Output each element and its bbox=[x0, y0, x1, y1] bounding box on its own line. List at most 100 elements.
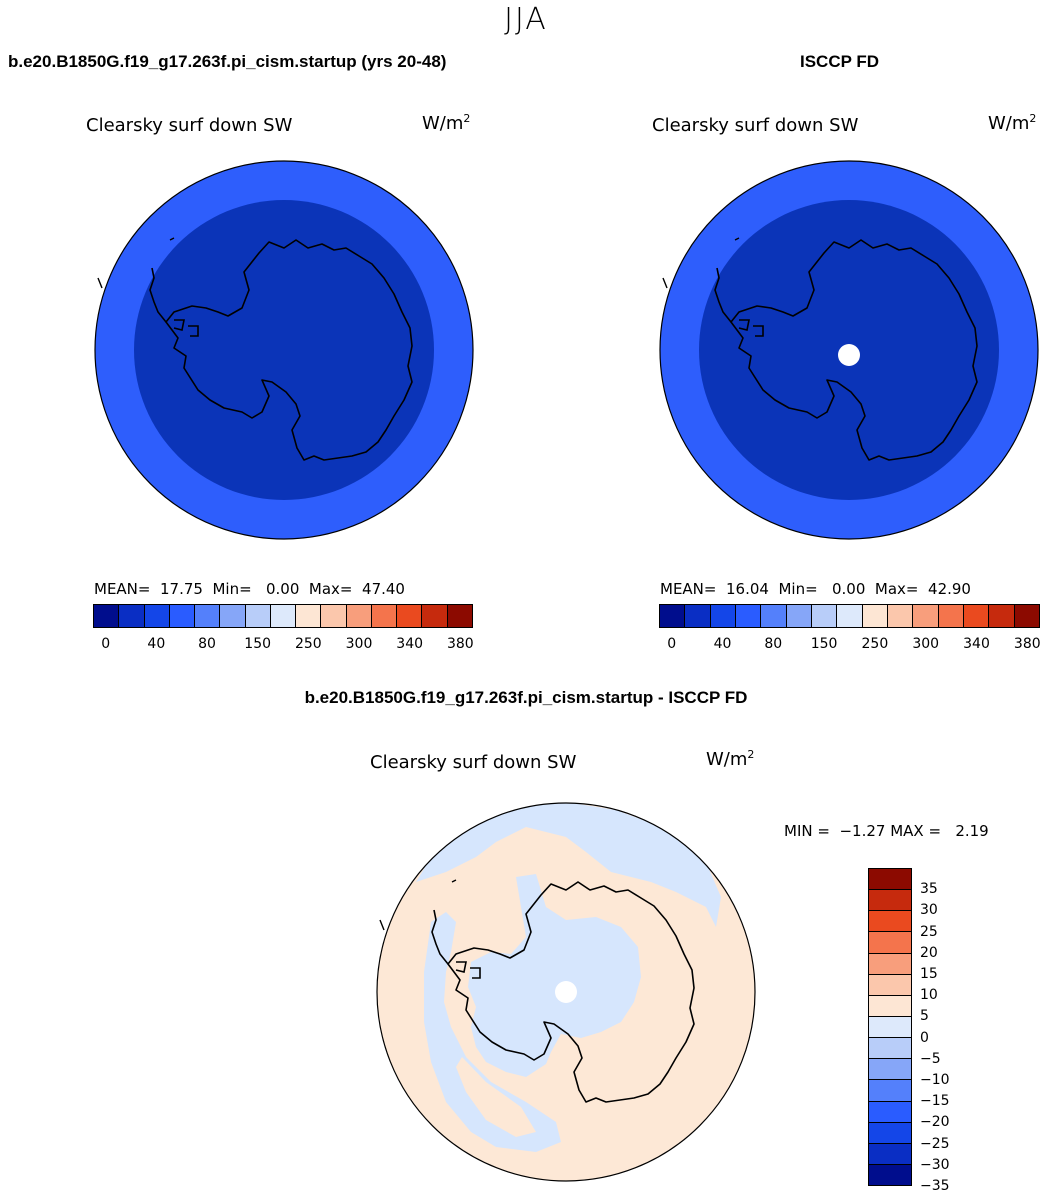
colorbar-swatch-9 bbox=[887, 605, 914, 627]
diff-stats: MIN = −1.27 MAX = 2.19 bbox=[784, 822, 989, 840]
model-colorbar-tick-label: 0 bbox=[101, 636, 111, 652]
colorbar-swatch-13 bbox=[989, 605, 1015, 627]
diff-negative-region-west bbox=[424, 912, 561, 1152]
colorbar-swatch-12 bbox=[397, 605, 423, 627]
diff-colorbar-tick-label: 5 bbox=[920, 1008, 929, 1025]
diff-map-border bbox=[376, 802, 756, 1182]
diff-units-label: W/m2 bbox=[706, 748, 755, 770]
obs-stats: MEAN= 16.04 Min= 0.00 Max= 42.90 bbox=[660, 580, 971, 598]
model-map bbox=[94, 160, 474, 540]
colorbar-swatch-14 bbox=[869, 1164, 911, 1186]
diff-positive-sliver bbox=[456, 1057, 536, 1137]
colorbar-swatch-8 bbox=[296, 605, 322, 627]
model-colorbar-ticks: 0 40 80 150 250 300 340 380 bbox=[93, 636, 474, 654]
model-stats: MEAN= 17.75 Min= 0.00 Max= 47.40 bbox=[94, 580, 405, 598]
diff-colorbar-tick-label: 20 bbox=[920, 944, 938, 961]
diff-coast-fragment bbox=[379, 879, 457, 931]
colorbar-swatch-2 bbox=[144, 605, 170, 627]
model-colorbar-tick-label: 340 bbox=[396, 636, 424, 652]
model-inner-disk bbox=[134, 200, 434, 500]
obs-colorbar-tick-label: 80 bbox=[764, 636, 783, 652]
colorbar-swatch-4 bbox=[761, 605, 787, 627]
diff-negative-region-interior bbox=[468, 874, 641, 1077]
diff-colorbar bbox=[868, 868, 912, 1186]
obs-colorbar-tick-label: 340 bbox=[963, 636, 990, 652]
obs-peninsula bbox=[714, 267, 764, 337]
obs-colorbar-tick-label: 300 bbox=[912, 636, 940, 652]
obs-panel-title: ISCCP FD bbox=[800, 52, 880, 71]
model-units-label: W/m2 bbox=[422, 112, 471, 134]
model-colorbar-tick-label: 250 bbox=[294, 636, 322, 652]
diff-colorbar-tick-label: 25 bbox=[920, 923, 938, 940]
colorbar-swatch-11 bbox=[938, 605, 964, 627]
colorbar-swatch-10 bbox=[913, 605, 939, 627]
colorbar-swatch-3 bbox=[869, 932, 911, 954]
model-colorbar-tick-label: 80 bbox=[198, 636, 216, 652]
model-colorbar-tick-label: 40 bbox=[147, 636, 166, 652]
colorbar-swatch-7 bbox=[869, 1016, 911, 1039]
diff-variable-label: Clearsky surf down SW bbox=[370, 752, 577, 773]
colorbar-swatch-1 bbox=[685, 605, 711, 627]
colorbar-swatch-9 bbox=[321, 605, 347, 627]
colorbar-swatch-12 bbox=[869, 1122, 911, 1144]
colorbar-swatch-6 bbox=[245, 605, 271, 627]
colorbar-swatch-9 bbox=[869, 1059, 911, 1081]
model-colorbar bbox=[93, 604, 473, 628]
colorbar-swatch-11 bbox=[869, 1101, 911, 1123]
colorbar-swatch-1 bbox=[119, 605, 145, 627]
model-coast-fragment bbox=[97, 237, 175, 289]
diff-colorbar-tick-label: −10 bbox=[920, 1072, 950, 1088]
diff-map bbox=[376, 802, 756, 1182]
obs-colorbar-tick-label: 40 bbox=[713, 636, 732, 652]
obs-map bbox=[659, 160, 1039, 540]
colorbar-swatch-8 bbox=[862, 605, 888, 627]
obs-colorbar-tick-label: 380 bbox=[1013, 636, 1041, 652]
obs-colorbar-tick-label: 250 bbox=[861, 636, 889, 652]
colorbar-swatch-0 bbox=[660, 605, 686, 627]
diff-negative-region-north bbox=[416, 803, 721, 927]
colorbar-swatch-14 bbox=[447, 605, 472, 627]
model-colorbar-tick-label: 380 bbox=[446, 636, 474, 652]
colorbar-swatch-4 bbox=[195, 605, 221, 627]
colorbar-swatch-1 bbox=[869, 890, 911, 912]
colorbar-swatch-12 bbox=[963, 605, 990, 627]
obs-colorbar-tick-label: 150 bbox=[810, 636, 838, 652]
diff-colorbar-tick-label: −5 bbox=[920, 1050, 941, 1067]
model-peninsula bbox=[149, 267, 199, 337]
colorbar-swatch-10 bbox=[869, 1080, 911, 1102]
obs-pole-hole bbox=[838, 344, 860, 366]
colorbar-swatch-13 bbox=[869, 1143, 911, 1165]
colorbar-swatch-0 bbox=[869, 869, 911, 891]
diff-panel-title: b.e20.B1850G.f19_g17.263f.pi_cism.startu… bbox=[304, 688, 748, 707]
colorbar-swatch-4 bbox=[869, 953, 911, 975]
obs-units-label: W/m2 bbox=[988, 112, 1037, 134]
model-panel-title: b.e20.B1850G.f19_g17.263f.pi_cism.startu… bbox=[8, 52, 447, 71]
diff-colorbar-tick-label: −20 bbox=[920, 1114, 950, 1131]
colorbar-swatch-2 bbox=[869, 911, 911, 933]
diff-colorbar-tick-label: −35 bbox=[920, 1178, 950, 1194]
diff-colorbar-tick-label: −15 bbox=[920, 1093, 950, 1110]
colorbar-swatch-0 bbox=[94, 605, 120, 627]
obs-colorbar-ticks: 0 40 80 150 250 300 340 380 bbox=[659, 636, 1040, 654]
model-colorbar-tick-label: 150 bbox=[244, 636, 272, 652]
diff-colorbar-ticks: 35 30 25 20 15 10 5 0 −5 −10 −15 −20 −25 −30 −35 bbox=[920, 868, 980, 1194]
obs-colorbar-tick-label: 0 bbox=[667, 636, 677, 652]
diff-colorbar-tick-label: −25 bbox=[920, 1135, 950, 1152]
colorbar-swatch-11 bbox=[371, 605, 398, 627]
model-variable-label: Clearsky surf down SW bbox=[86, 115, 293, 136]
season-title: JJA bbox=[504, 2, 548, 37]
colorbar-swatch-6 bbox=[869, 995, 911, 1017]
colorbar-swatch-14 bbox=[1014, 605, 1039, 627]
obs-colorbar bbox=[659, 604, 1040, 628]
colorbar-swatch-7 bbox=[837, 605, 863, 627]
model-colorbar-tick-label: 300 bbox=[345, 636, 373, 652]
diff-colorbar-tick-label: 10 bbox=[920, 987, 938, 1004]
colorbar-swatch-3 bbox=[735, 605, 762, 627]
colorbar-swatch-5 bbox=[220, 605, 246, 627]
colorbar-swatch-3 bbox=[169, 605, 196, 627]
diff-pole-hole bbox=[555, 981, 577, 1003]
diff-colorbar-tick-label: 0 bbox=[920, 1029, 929, 1046]
diff-peninsula bbox=[431, 909, 481, 979]
diff-colorbar-tick-label: 30 bbox=[920, 902, 938, 919]
obs-coast-fragment bbox=[662, 237, 740, 289]
